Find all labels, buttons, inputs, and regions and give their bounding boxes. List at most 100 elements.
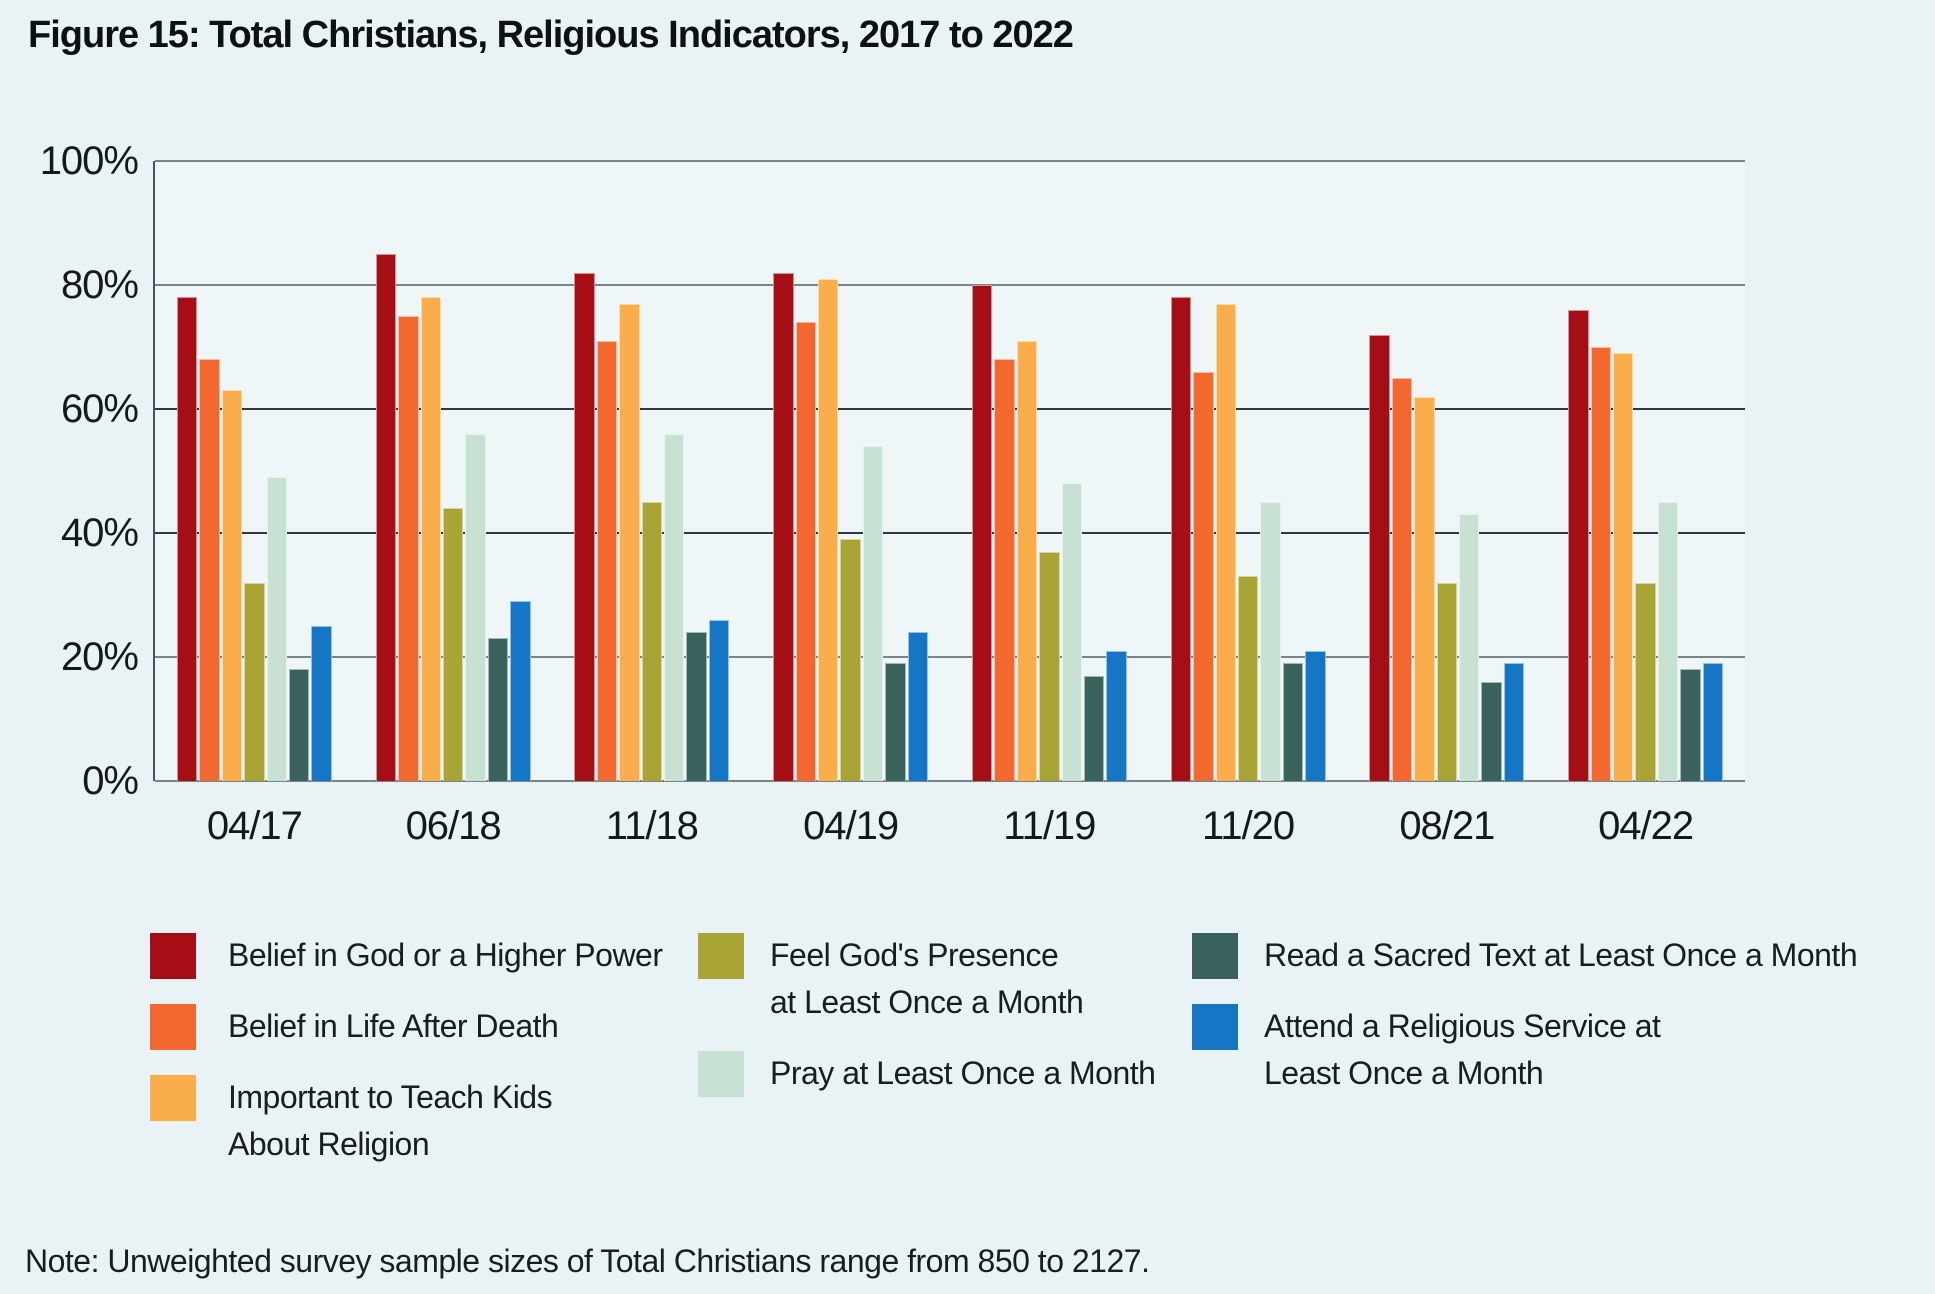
gridline-40 (155, 532, 1745, 534)
bar (1391, 378, 1413, 781)
figure-title: Figure 15: Total Christians, Religious I… (28, 14, 1074, 56)
bar-group-08/21 (1348, 161, 1547, 781)
y-tick-label-40: 40% (60, 511, 139, 555)
bar (375, 254, 397, 781)
gridline-100 (155, 160, 1745, 162)
legend-item: Belief in Life After Death (150, 1003, 663, 1050)
bar (574, 272, 595, 781)
bar (795, 322, 817, 781)
bar (862, 446, 884, 781)
bar (1414, 396, 1435, 781)
legend-label: Pray at Least Once a Month (770, 1055, 1156, 1091)
bar (971, 285, 993, 781)
y-tick-label-60: 60% (60, 387, 139, 431)
x-tick-label-04/22: 04/22 (1598, 804, 1694, 848)
gridline-80 (155, 284, 1745, 286)
bar (641, 502, 663, 781)
bar (288, 669, 310, 781)
bar (465, 433, 486, 781)
bar (266, 477, 287, 781)
bar (1282, 663, 1304, 781)
bar (1106, 650, 1127, 781)
bar (840, 539, 861, 781)
bar (1170, 297, 1192, 781)
bar (311, 626, 332, 781)
bar (1083, 675, 1105, 781)
bar (1568, 309, 1589, 781)
legend-item: Belief in God or a Higher Power (150, 932, 663, 979)
bar-group-04/22 (1546, 161, 1745, 781)
x-tick-label-04/19: 04/19 (803, 804, 899, 848)
bar (885, 663, 906, 781)
bar (1260, 502, 1281, 781)
bar (596, 340, 618, 781)
bar (199, 359, 220, 781)
bar (1061, 483, 1082, 781)
legend-label: Feel God's Presence at Least Once a Month (770, 937, 1084, 1020)
bar (510, 601, 531, 781)
x-tick-label-06/18: 06/18 (405, 804, 502, 848)
bar-group-11/19 (950, 161, 1149, 781)
y-tick-label-80: 80% (60, 263, 139, 307)
bar-group-06/18 (354, 161, 553, 781)
chart-plot (153, 160, 1745, 782)
legend-swatch (1192, 933, 1238, 979)
bar-group-04/17 (155, 161, 354, 781)
bar (1702, 663, 1724, 781)
bar-group-04/19 (751, 161, 950, 781)
legend-column-3: Read a Sacred Text at Least Once a Month… (1192, 932, 1858, 1097)
legend-column-2: Feel God's Presence at Least Once a Month… (698, 932, 1156, 1097)
x-tick-label-08/21: 08/21 (1399, 804, 1495, 848)
bar (1590, 347, 1612, 781)
legend-swatch (698, 933, 744, 979)
bar (708, 619, 730, 781)
bar (1039, 551, 1060, 781)
bar (1481, 681, 1502, 781)
bar (1503, 663, 1525, 781)
legend-swatch (150, 933, 196, 979)
bar (1635, 582, 1656, 781)
bar (398, 316, 419, 781)
legend-item: Important to Teach Kids About Religion (150, 1074, 663, 1168)
y-axis-spine (153, 161, 155, 781)
legend-label: Belief in Life After Death (228, 1008, 559, 1044)
bar (1459, 514, 1480, 781)
y-tick-label-20: 20% (60, 635, 139, 679)
bar (1613, 353, 1634, 781)
bar (686, 632, 707, 781)
bar (176, 297, 198, 781)
bar (1305, 650, 1326, 781)
bar-group-11/20 (1149, 161, 1348, 781)
legend-item: Attend a Religious Service at Least Once … (1192, 1003, 1857, 1097)
x-tick-label-11/19: 11/19 (1003, 804, 1096, 848)
x-tick-label-04/17: 04/17 (206, 804, 303, 848)
legend-item: Pray at Least Once a Month (698, 1050, 1156, 1097)
bar (487, 638, 509, 781)
bar (244, 582, 265, 781)
bar (1016, 340, 1038, 781)
bar (773, 272, 794, 781)
legend-item: Read a Sacred Text at Least Once a Month (1192, 932, 1858, 979)
legend-swatch (150, 1075, 196, 1121)
gridline-20 (155, 656, 1745, 658)
bar (420, 297, 441, 781)
legend-label: Attend a Religious Service at Least Once … (1264, 1008, 1661, 1091)
legend-label: Read a Sacred Text at Least Once a Month (1264, 937, 1858, 973)
y-tick-label-0: 0% (82, 759, 139, 803)
bar (1369, 334, 1390, 781)
legend-swatch (1192, 1004, 1238, 1050)
bar (1215, 303, 1236, 781)
bar (221, 390, 243, 781)
figure-note: Note: Unweighted survey sample sizes of … (25, 1243, 1150, 1279)
bar (442, 508, 464, 781)
legend-swatch (150, 1004, 196, 1050)
bar (1237, 576, 1259, 781)
legend-item: Feel God's Presence at Least Once a Month (698, 932, 1155, 1026)
bar (619, 303, 640, 781)
legend-label: Important to Teach Kids About Religion (228, 1079, 553, 1162)
legend-column-1: Belief in God or a Higher Power Belief in… (150, 932, 663, 1168)
bar (1436, 582, 1458, 781)
bar (818, 278, 839, 781)
gridline-60 (155, 408, 1745, 410)
